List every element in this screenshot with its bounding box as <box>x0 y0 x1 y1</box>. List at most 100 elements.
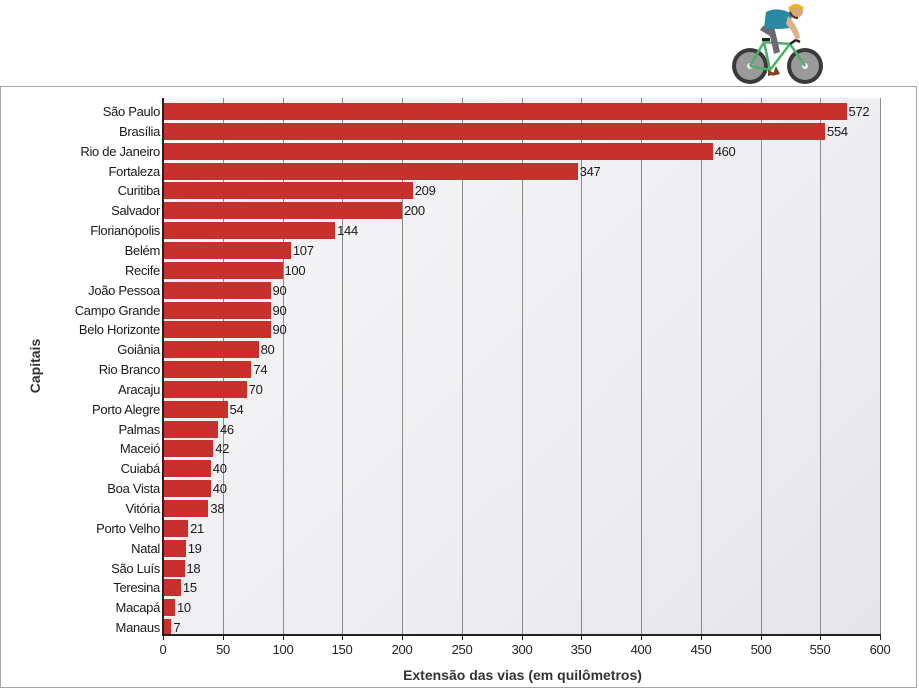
category-label: Porto Alegre <box>92 402 160 417</box>
x-tick <box>223 635 224 640</box>
bar-value-label: 40 <box>212 481 227 496</box>
bar-value-label: 42 <box>215 441 230 456</box>
gridline <box>880 98 881 635</box>
bar <box>163 123 826 140</box>
bar-value-label: 54 <box>229 402 244 417</box>
x-axis-title: Extensão das vias (em quilômetros) <box>403 667 642 683</box>
bar <box>163 480 211 497</box>
category-label: Palmas <box>118 422 160 437</box>
bar <box>163 599 175 616</box>
category-label: Rio de Janeiro <box>80 144 160 159</box>
x-tick-label: 350 <box>570 642 592 657</box>
x-tick <box>342 635 343 640</box>
category-label: Teresina <box>113 580 160 595</box>
bar-value-label: 572 <box>848 104 870 119</box>
bar <box>163 619 172 636</box>
category-label: Macapá <box>115 600 161 615</box>
bar <box>163 163 578 180</box>
bar <box>163 321 271 338</box>
bar <box>163 460 211 477</box>
category-label: Salvador <box>111 203 160 218</box>
category-label: Aracaju <box>118 382 160 397</box>
x-tick-label: 550 <box>809 642 831 657</box>
bar <box>163 103 847 120</box>
category-label: Curitiba <box>117 183 161 198</box>
category-label: Vitória <box>125 501 160 516</box>
bar <box>163 182 413 199</box>
bar <box>163 282 271 299</box>
bar-value-label: 15 <box>182 580 197 595</box>
bar <box>163 520 189 537</box>
x-tick-label: 450 <box>690 642 712 657</box>
x-tick <box>820 635 821 640</box>
bar-value-label: 18 <box>186 561 201 576</box>
gridline <box>820 98 821 635</box>
category-label: Boa Vista <box>107 481 160 496</box>
gridline <box>402 98 403 635</box>
x-tick <box>163 635 164 640</box>
category-label: Belém <box>124 243 161 258</box>
gridline <box>581 98 582 635</box>
category-label: João Pessoa <box>88 283 160 298</box>
category-label: Cuiabá <box>120 461 161 476</box>
bar-value-label: 7 <box>173 620 181 635</box>
bar-value-label: 74 <box>253 362 268 377</box>
category-label: Maceió <box>119 441 160 456</box>
bar <box>163 262 283 279</box>
bar <box>163 302 271 319</box>
bar-value-label: 460 <box>714 144 736 159</box>
x-axis-line <box>162 634 881 636</box>
x-tick <box>761 635 762 640</box>
cyclist-icon <box>732 4 823 84</box>
x-tick <box>581 635 582 640</box>
bar <box>163 500 209 517</box>
x-tick-label: 500 <box>750 642 772 657</box>
x-tick-label: 50 <box>216 642 230 657</box>
x-tick <box>701 635 702 640</box>
category-label: Natal <box>131 541 160 556</box>
gridline <box>701 98 702 635</box>
x-tick-label: 300 <box>511 642 533 657</box>
x-tick-label: 0 <box>159 642 167 657</box>
bar-value-label: 70 <box>248 382 263 397</box>
x-tick <box>641 635 642 640</box>
bar <box>163 381 247 398</box>
bar-value-label: 107 <box>292 243 314 258</box>
category-label: Recife <box>124 263 160 278</box>
gridline <box>641 98 642 635</box>
bar <box>163 560 185 577</box>
bar-value-label: 90 <box>272 303 287 318</box>
bar-value-label: 209 <box>414 183 436 198</box>
category-label: São Luís <box>111 561 160 576</box>
gridline <box>342 98 343 635</box>
category-label: Porto Velho <box>96 521 160 536</box>
bar-value-label: 144 <box>337 223 358 238</box>
gridline <box>522 98 523 635</box>
bar <box>163 579 181 596</box>
x-tick-label: 200 <box>391 642 413 657</box>
x-tick-label: 400 <box>630 642 652 657</box>
y-axis-line <box>162 98 164 636</box>
category-label: Manaus <box>115 620 161 635</box>
category-label: Brasília <box>119 124 160 139</box>
bar <box>163 421 218 438</box>
bar-value-label: 19 <box>187 541 202 556</box>
bar <box>163 242 291 259</box>
x-tick <box>880 635 881 640</box>
x-tick <box>462 635 463 640</box>
category-label: Florianópolis <box>90 223 160 238</box>
bar-value-label: 90 <box>272 283 287 298</box>
y-axis-title: Capitais <box>27 338 43 394</box>
bar <box>163 143 713 160</box>
gridline <box>761 98 762 635</box>
category-label: Goiânia <box>117 342 160 357</box>
bar-value-label: 10 <box>176 600 191 615</box>
bar <box>163 341 259 358</box>
bar <box>163 361 252 378</box>
bar <box>163 401 228 418</box>
x-tick-label: 250 <box>451 642 473 657</box>
bar-value-label: 80 <box>260 342 275 357</box>
bar-value-label: 100 <box>284 263 306 278</box>
bar-value-label: 46 <box>219 422 234 437</box>
x-tick <box>283 635 284 640</box>
